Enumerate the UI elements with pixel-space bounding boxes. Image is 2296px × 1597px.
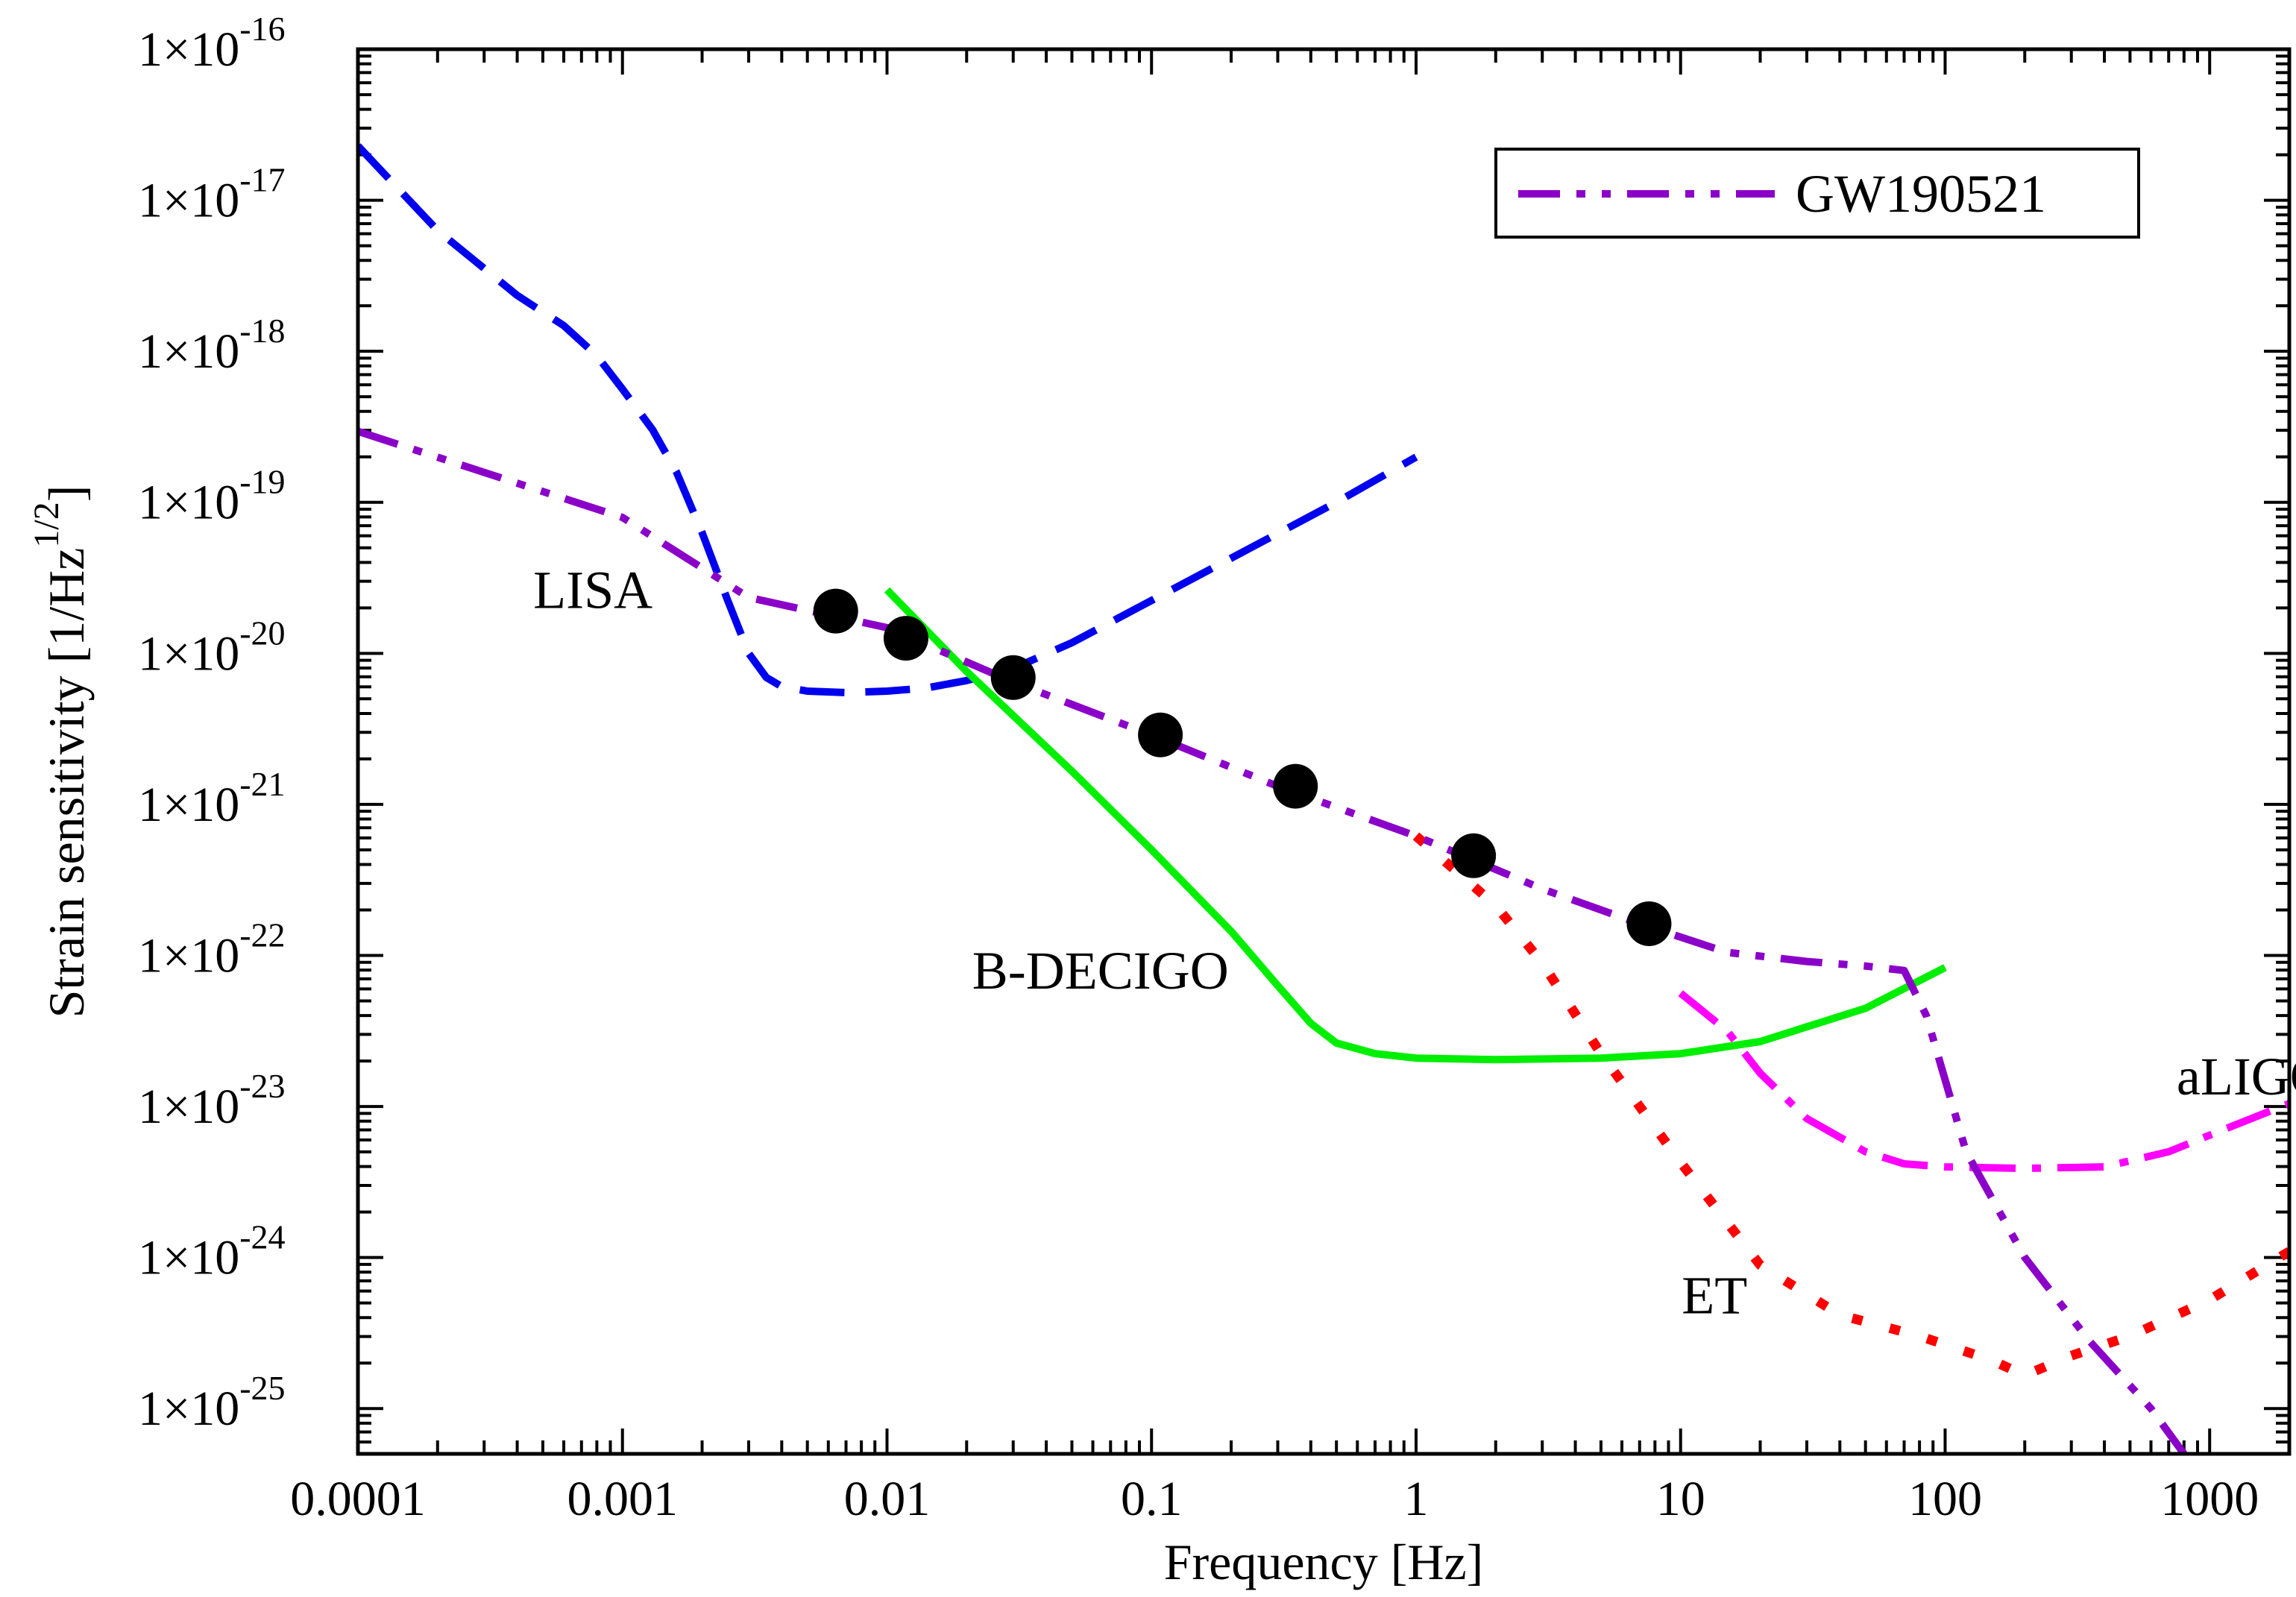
x-axis-title: Frequency [Hz]: [1164, 1534, 1484, 1590]
y-tick-label: 1×10-23: [138, 1067, 286, 1134]
curve-label-et: ET: [1682, 1266, 1747, 1326]
gw190521-point: [1273, 763, 1318, 809]
gw190521-point: [1138, 712, 1183, 757]
y-tick-label: 1×10-19: [138, 463, 286, 530]
axis-ticks: [356, 49, 2291, 1454]
aligo-curve: [1678, 990, 2289, 1173]
curve-label-aligo: aLIGO: [2177, 1047, 2296, 1106]
curve-label-b-decigo: B-DECIGO: [972, 941, 1229, 1001]
x-tick-label: 1: [1403, 1472, 1428, 1526]
gw190521-curve: [358, 427, 2187, 1454]
lisa-curve: [358, 143, 1418, 696]
x-tick-label: 1000: [2160, 1472, 2259, 1526]
et-curve: [1412, 832, 2289, 1381]
tick-labels: 0.0001 0.001 0.01 0.1 1 10 100 1000 1×10-16 1×10-…: [138, 10, 2259, 1526]
x-tick-label: 100: [1908, 1472, 1982, 1526]
curve-labels: LISA B-DECIGO ET aLIGO: [533, 561, 2296, 1326]
legend-label: GW190521: [1796, 164, 2046, 224]
curve-label-lisa: LISA: [533, 561, 652, 620]
y-tick-label: 1×10-17: [138, 161, 286, 228]
plot-frame: [356, 47, 2292, 1456]
x-tick-label: 0.1: [1121, 1472, 1183, 1526]
y-tick-label: 1×10-21: [138, 765, 286, 832]
x-tick-label: 0.01: [844, 1472, 931, 1526]
x-tick-label: 0.001: [567, 1472, 678, 1526]
y-tick-label: 1×10-20: [138, 614, 286, 681]
gw190521-point: [1451, 833, 1497, 878]
y-axis-title: Strain sensitivity [1/Hz1/2]: [27, 485, 95, 1018]
y-tick-label: 1×10-18: [138, 312, 286, 379]
gw190521-point: [1626, 901, 1672, 946]
y-tick-label: 1×10-24: [138, 1218, 286, 1285]
x-tick-label: 10: [1656, 1472, 1705, 1526]
gw190521-point: [990, 655, 1036, 700]
gw190521-point: [883, 616, 928, 661]
series-layer: [358, 143, 2289, 1454]
y-axis-title-text: Strain sensitivity [1/Hz1/2]: [27, 485, 95, 1018]
gw190521-point: [813, 588, 858, 634]
y-tick-label: 1×10-22: [138, 916, 286, 983]
y-tick-label: 1×10-25: [138, 1369, 286, 1436]
b-decigo-curve: [884, 587, 1947, 1064]
x-tick-label: 0.0001: [290, 1472, 426, 1526]
legend: GW190521: [1494, 148, 2140, 239]
y-tick-label: 1×10-16: [138, 10, 286, 77]
